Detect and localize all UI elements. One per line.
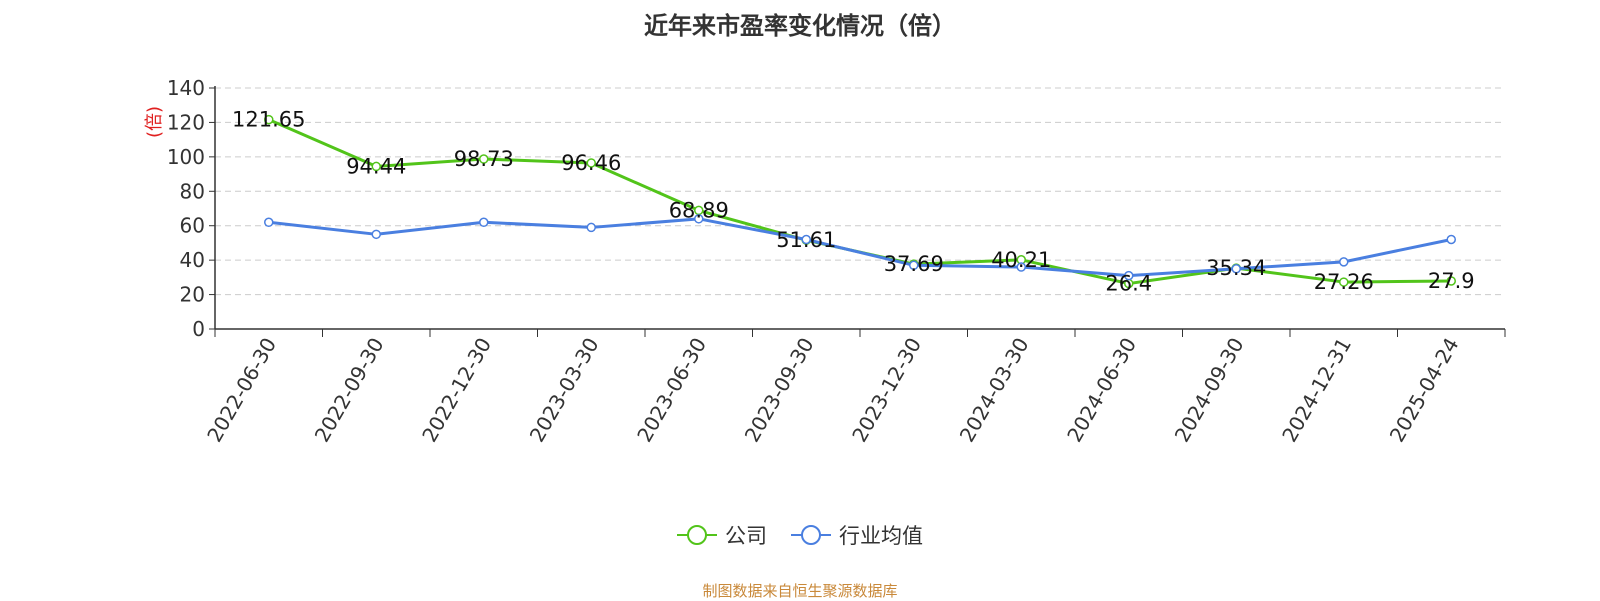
y-tick-label: 120 [167, 110, 205, 134]
series-point-1 [694, 214, 704, 224]
data-label: 121.65 [232, 108, 305, 132]
x-tick-label: 2024-09-30 [1170, 334, 1249, 447]
series-point-0 [1339, 277, 1349, 287]
x-tick-label: 2023-09-30 [740, 334, 819, 447]
series-point-1 [801, 234, 811, 245]
series-point-1 [479, 217, 489, 228]
x-tick-label: 2023-06-30 [632, 334, 711, 447]
series-line-0 [268, 118, 1452, 286]
data-label: 96.46 [561, 151, 621, 175]
legend-company-label: 公司 [725, 524, 767, 548]
data-label: 98.73 [454, 147, 514, 171]
y-tick-label: 100 [167, 145, 205, 169]
series-point-1 [1446, 234, 1456, 245]
y-tick-label: 60 [180, 214, 205, 238]
x-tick-label: 2023-03-30 [525, 334, 604, 447]
series-point-1 [1339, 257, 1349, 267]
data-label: 35.34 [1206, 256, 1266, 280]
series-point-0 [479, 154, 489, 164]
x-tick-label: 2024-03-30 [955, 334, 1034, 447]
y-tick-label: 20 [180, 283, 205, 307]
x-tick-label: 2022-09-30 [310, 334, 389, 447]
data-label: 27.9 [1428, 269, 1475, 293]
series-point-1 [264, 217, 274, 228]
x-tick-label: 2023-12-30 [847, 334, 926, 447]
series-lines [264, 114, 1456, 289]
series-point-0 [371, 161, 381, 172]
data-label: 40.21 [991, 248, 1051, 272]
y-tick-label: 80 [180, 179, 205, 203]
series-line-1 [268, 217, 1452, 278]
y-tick-label: 0 [192, 317, 205, 341]
data-label: 26.4 [1105, 272, 1152, 296]
data-label: 51.61 [776, 228, 836, 252]
x-tick-label: 2022-12-30 [417, 334, 496, 447]
data-labels: 121.65 94.44 98.73 96.46 68.89 51.61 37.69 40.2… [232, 108, 1475, 296]
legend-item-industry[interactable]: 行业均值 [791, 520, 923, 550]
legend-item-company[interactable]: 公司 [677, 520, 767, 550]
data-label: 27.26 [1314, 270, 1374, 294]
series-point-1 [371, 229, 381, 240]
data-label: 68.89 [669, 198, 729, 222]
series-point-1 [1231, 264, 1241, 274]
series-point-0 [264, 114, 274, 125]
y-tick-label: 140 [167, 76, 205, 100]
legend-industry-icon [791, 525, 831, 545]
data-label: 94.44 [346, 154, 406, 178]
grid-lines [215, 87, 1505, 296]
series-point-1 [1016, 262, 1026, 272]
data-label: 37.69 [884, 252, 944, 276]
y-tick-label: 40 [180, 248, 205, 272]
y-axis-title: (倍) [144, 106, 165, 138]
legend-industry-label: 行业均值 [839, 524, 923, 548]
series-point-1 [586, 222, 596, 233]
series-point-1 [909, 260, 919, 271]
x-tick-label: 2024-12-31 [1277, 334, 1356, 447]
series-point-0 [1446, 276, 1456, 286]
axes: 0 20 40 60 80 100 120 140(倍) 2022-06-30 2022-09-3… [144, 76, 1506, 447]
x-tick-label: 2025-04-24 [1385, 334, 1464, 447]
chart-title: 近年来市盈率变化情况（倍） [644, 12, 956, 40]
legend: 公司 行业均值 [0, 520, 1600, 550]
x-tick-label: 2022-06-30 [202, 334, 281, 447]
x-tick-label: 2024-06-30 [1062, 334, 1141, 447]
source-note: 制图数据来自恒生聚源数据库 [702, 582, 898, 600]
series-point-0 [586, 158, 596, 168]
legend-company-icon [677, 525, 717, 545]
series-point-1 [1124, 270, 1134, 281]
